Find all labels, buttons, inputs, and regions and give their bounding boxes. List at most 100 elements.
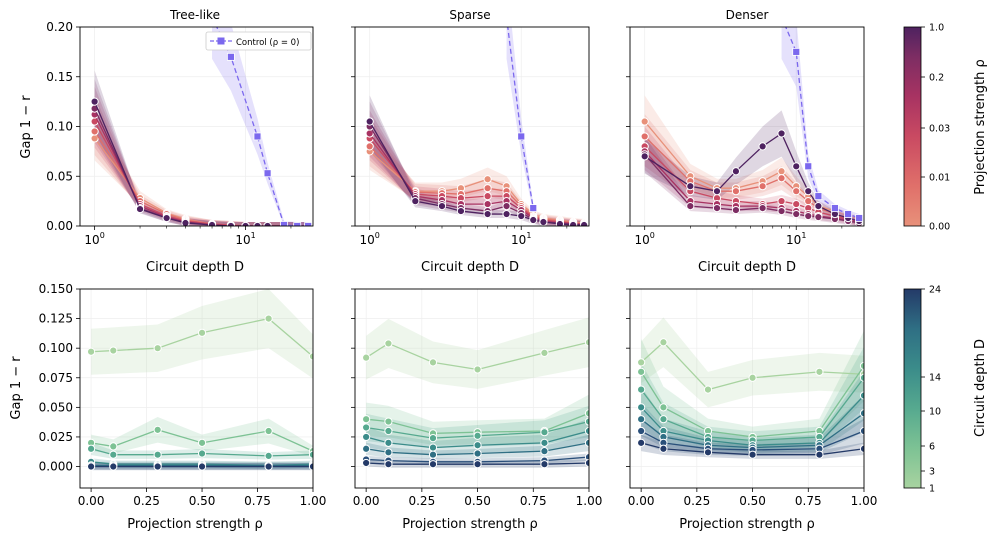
data-point xyxy=(580,220,589,226)
data-point xyxy=(153,425,162,434)
top-panel-3: 100 101 xyxy=(626,26,864,247)
xtick-label: 0.00 xyxy=(78,494,105,508)
data-point xyxy=(456,206,466,216)
control-point xyxy=(263,169,272,178)
data-point xyxy=(859,409,864,418)
ytick-label: 0.125 xyxy=(39,312,73,326)
colorbar-projection xyxy=(903,26,922,227)
xtick-label: 100 xyxy=(359,231,379,247)
data-point xyxy=(584,338,589,347)
data-point xyxy=(569,220,578,226)
xtick-exponent: 1 xyxy=(526,231,531,240)
data-point xyxy=(758,203,767,213)
control-band xyxy=(212,27,309,226)
bottom-panel-3: 0.00 0.25 0.50 0.75 1.00 xyxy=(626,288,878,508)
xtick-exponent: 0 xyxy=(100,231,105,240)
ytick-label: 0.150 xyxy=(39,282,73,296)
data-point xyxy=(86,347,96,356)
series-line-D=2 xyxy=(640,365,864,438)
data-point xyxy=(659,415,668,424)
data-point xyxy=(362,432,371,442)
top-plot-area-1 xyxy=(90,27,313,226)
data-point xyxy=(365,117,374,126)
band-ρ=0.03 xyxy=(369,116,585,226)
data-point xyxy=(758,182,767,191)
data-point xyxy=(384,448,393,457)
band-D=14 xyxy=(641,418,864,456)
data-point xyxy=(540,460,549,469)
ytick-label: 0.000 xyxy=(39,460,73,474)
data-point xyxy=(384,438,393,447)
data-point xyxy=(640,132,649,141)
band-D=3 xyxy=(366,405,589,449)
data-point xyxy=(777,174,786,183)
data-point xyxy=(859,426,864,436)
xtick-exponent: 1 xyxy=(251,231,256,240)
data-point xyxy=(539,217,548,226)
data-point xyxy=(777,167,786,176)
band-D=24 xyxy=(641,434,864,459)
data-point xyxy=(473,431,482,440)
data-point xyxy=(637,415,646,424)
data-point xyxy=(181,218,190,226)
data-point xyxy=(264,426,273,436)
colorbar-projection-label: Projection strength ρ xyxy=(973,59,988,195)
data-point xyxy=(197,328,207,337)
control-point xyxy=(517,132,526,141)
data-point xyxy=(584,452,589,462)
data-point xyxy=(659,403,668,412)
data-point xyxy=(637,403,646,412)
xtick-exponent: 1 xyxy=(801,231,806,240)
data-point xyxy=(777,197,786,206)
ylabel-top: Gap 1 − r xyxy=(19,95,34,159)
ytick-label: 0.15 xyxy=(46,70,73,84)
colorbar-projection-ticks: 0.00 0.01 0.03 0.2 1.0 xyxy=(921,23,950,233)
band-ρ=0.03 xyxy=(94,95,309,226)
control-point xyxy=(844,210,853,218)
data-point xyxy=(517,211,526,221)
data-point xyxy=(362,353,371,362)
data-point xyxy=(686,182,695,191)
legend-label: Control (ρ = 0) xyxy=(236,38,299,48)
control-point xyxy=(792,47,801,56)
band-ρ=0.1 xyxy=(644,132,860,226)
data-point xyxy=(731,187,741,196)
data-point xyxy=(109,450,118,459)
data-point xyxy=(748,450,757,459)
data-point xyxy=(584,417,589,426)
data-point xyxy=(792,200,801,209)
data-point xyxy=(362,458,371,468)
data-point xyxy=(540,447,549,456)
top-plot-area-3 xyxy=(640,27,864,226)
data-point xyxy=(135,204,145,214)
ytick-label: 0.20 xyxy=(46,20,73,34)
band-ρ=0.03 xyxy=(644,126,860,226)
xlabel-top-1: Circuit depth D xyxy=(146,260,244,275)
control-point xyxy=(280,221,288,226)
cbar-tick-label: 0.03 xyxy=(929,124,950,135)
xtick-base: 10 xyxy=(359,233,374,247)
top-plot-area-2 xyxy=(365,14,589,226)
data-point xyxy=(731,205,741,215)
data-point xyxy=(207,220,217,226)
xtick-label: 1.00 xyxy=(851,494,878,508)
ytick-label: 0.100 xyxy=(39,341,73,355)
control-point xyxy=(503,14,510,21)
data-point xyxy=(804,211,813,221)
data-point xyxy=(153,450,162,459)
control-band xyxy=(781,27,860,223)
data-point xyxy=(197,438,207,447)
data-point xyxy=(483,209,492,219)
xtick-label: 101 xyxy=(786,231,806,247)
xtick-label: 0.25 xyxy=(133,494,160,508)
cbar-tick-label: 6 xyxy=(929,442,935,453)
series-line-D=14 xyxy=(640,430,864,451)
data-point xyxy=(264,314,273,323)
data-point xyxy=(814,212,823,222)
ytick-label: 0.025 xyxy=(39,430,73,444)
data-point xyxy=(555,219,565,226)
control-point xyxy=(293,222,302,226)
data-point xyxy=(659,338,668,347)
